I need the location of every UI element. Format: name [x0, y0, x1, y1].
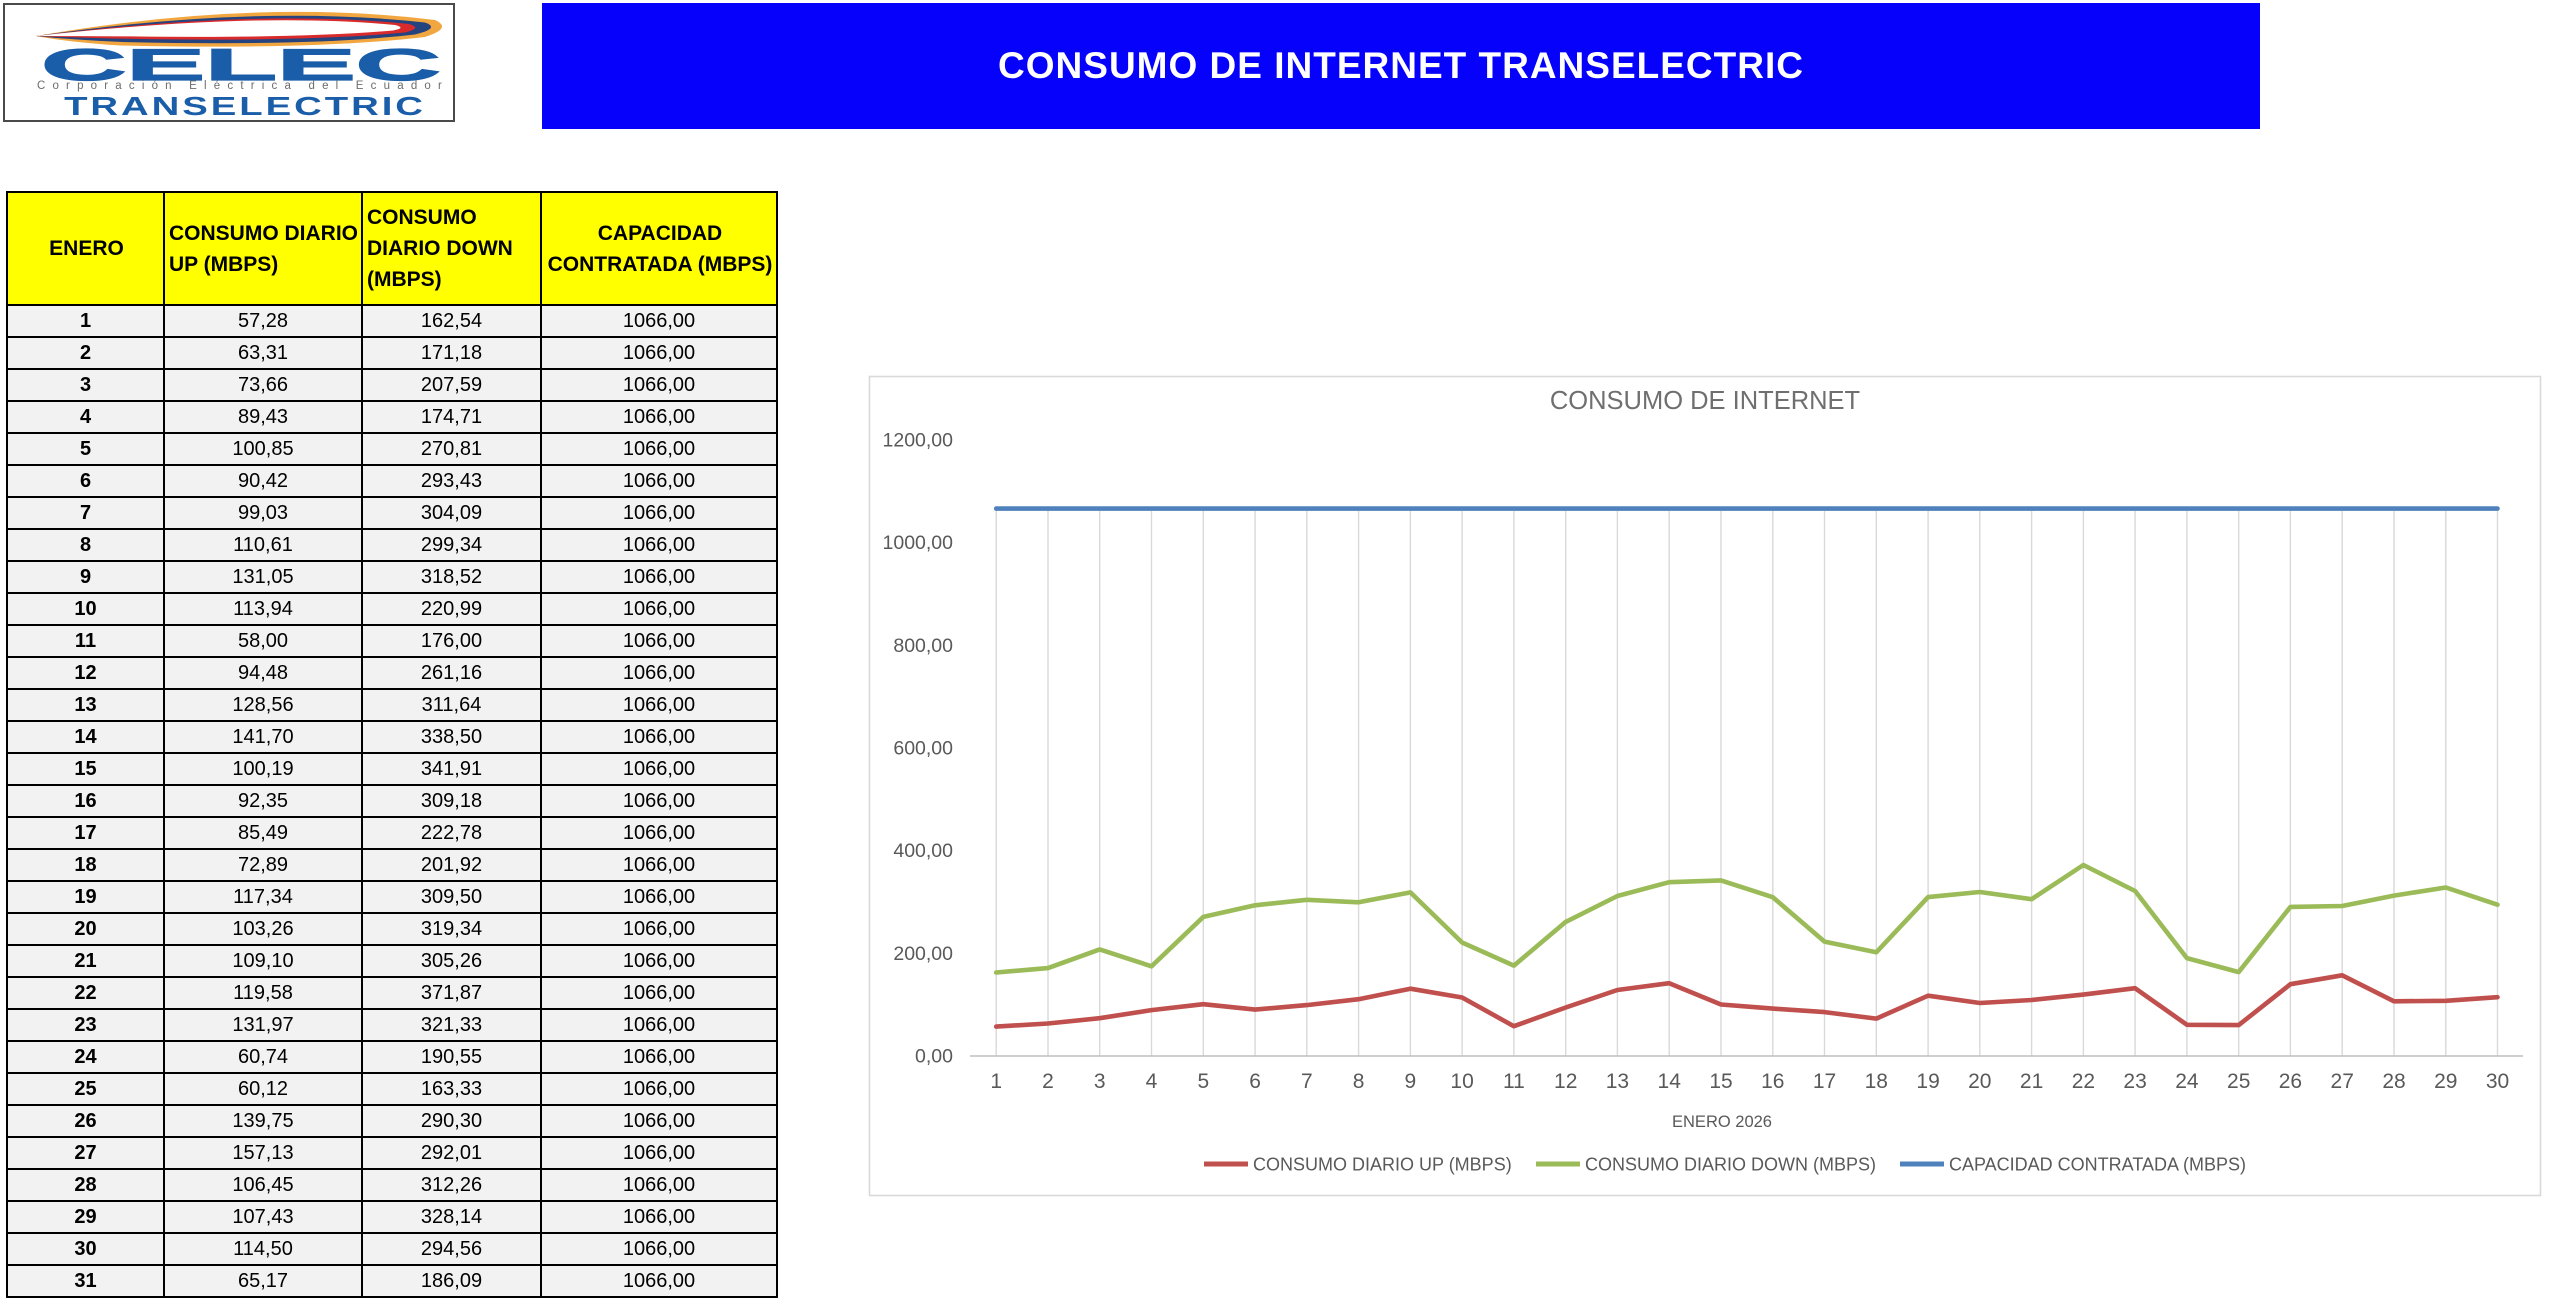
svg-text:400,00: 400,00	[893, 840, 953, 862]
svg-text:10: 10	[1450, 1070, 1473, 1093]
svg-text:17: 17	[1813, 1070, 1836, 1093]
svg-text:800,00: 800,00	[893, 635, 953, 657]
svg-text:1200,00: 1200,00	[883, 429, 954, 451]
svg-text:30: 30	[2486, 1070, 2509, 1093]
svg-text:12: 12	[1554, 1070, 1577, 1093]
svg-text:27: 27	[2331, 1070, 2354, 1093]
svg-text:21: 21	[2020, 1070, 2043, 1093]
svg-text:25: 25	[2227, 1070, 2250, 1093]
svg-text:TRANSELECTRIC: TRANSELECTRIC	[64, 91, 426, 118]
svg-text:0,00: 0,00	[915, 1046, 953, 1068]
svg-text:16: 16	[1761, 1070, 1784, 1093]
svg-text:7: 7	[1301, 1070, 1313, 1093]
svg-text:5: 5	[1197, 1070, 1209, 1093]
svg-text:CELEC: CELEC	[41, 40, 441, 89]
svg-text:22: 22	[2072, 1070, 2095, 1093]
svg-text:9: 9	[1405, 1070, 1417, 1093]
svg-text:15: 15	[1709, 1070, 1732, 1093]
svg-text:200,00: 200,00	[893, 943, 953, 965]
svg-text:11: 11	[1503, 1070, 1525, 1093]
svg-text:20: 20	[1968, 1070, 1991, 1093]
svg-text:6: 6	[1249, 1070, 1261, 1093]
svg-text:3: 3	[1094, 1070, 1106, 1093]
svg-text:19: 19	[1916, 1070, 1939, 1093]
svg-text:18: 18	[1865, 1070, 1888, 1093]
svg-text:CONSUMO DIARIO UP (MBPS): CONSUMO DIARIO UP (MBPS)	[1253, 1155, 1512, 1175]
svg-text:1000,00: 1000,00	[883, 532, 954, 554]
svg-text:8: 8	[1353, 1070, 1365, 1093]
svg-text:CONSUMO DE INTERNET: CONSUMO DE INTERNET	[1550, 387, 1860, 415]
svg-text:29: 29	[2434, 1070, 2457, 1093]
svg-text:Corporación Eléctrica del Ecua: Corporación Eléctrica del Ecuador	[37, 80, 449, 92]
svg-text:2: 2	[1042, 1070, 1054, 1093]
svg-text:26: 26	[2279, 1070, 2302, 1093]
svg-text:1: 1	[990, 1070, 1002, 1093]
svg-text:ENERO 2026: ENERO 2026	[1672, 1113, 1772, 1131]
svg-text:CONSUMO DIARIO DOWN (MBPS): CONSUMO DIARIO DOWN (MBPS)	[1585, 1155, 1876, 1175]
svg-text:4: 4	[1146, 1070, 1158, 1093]
svg-text:23: 23	[2123, 1070, 2146, 1093]
svg-text:28: 28	[2382, 1070, 2405, 1093]
svg-text:13: 13	[1606, 1070, 1629, 1093]
svg-text:24: 24	[2175, 1070, 2199, 1093]
svg-text:600,00: 600,00	[893, 738, 953, 760]
svg-text:CAPACIDAD CONTRATADA (MBPS): CAPACIDAD CONTRATADA (MBPS)	[1949, 1155, 2246, 1175]
svg-text:14: 14	[1658, 1070, 1682, 1093]
